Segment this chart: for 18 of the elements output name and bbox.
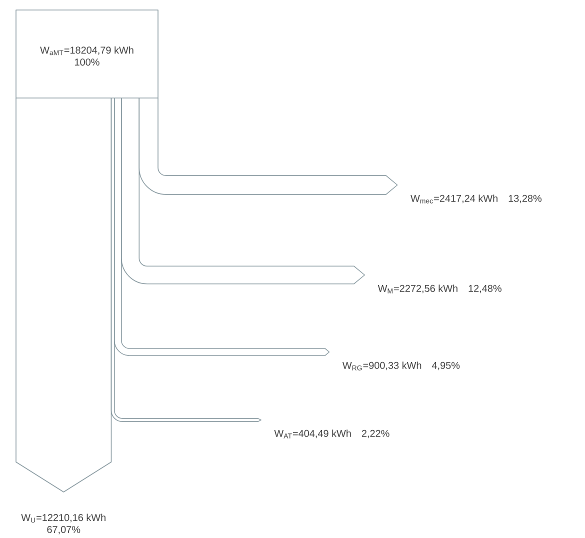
category-label: W$_{U}$ xyxy=(21,514,36,523)
data-label: 12,48% xyxy=(468,284,502,294)
data-label: =12210,16 kWh xyxy=(36,514,106,522)
data-label: 2,22% xyxy=(362,430,390,438)
data-label: =900,33 kWh xyxy=(363,362,422,370)
data-label: 13,28% xyxy=(508,194,542,204)
data-label: 67,07% xyxy=(47,526,80,534)
category-label: W$_{AT}$ xyxy=(274,430,292,438)
category-label: W$_{M}$ xyxy=(378,285,392,294)
category-label: W$_{RG}$ xyxy=(342,362,362,370)
category-label: W$_{mec}$ xyxy=(410,194,433,204)
data-label: 4,95% xyxy=(432,362,460,370)
data-label: =2272,56 kWh xyxy=(394,284,458,294)
data-label: 100% xyxy=(75,58,100,66)
data-label: =18204,79 kWh xyxy=(64,46,134,55)
data-label: =2417,24 kWh xyxy=(434,194,498,204)
category-label: W$_{aMT}$ xyxy=(40,46,64,56)
data-label: =404,49 kWh xyxy=(292,430,351,438)
